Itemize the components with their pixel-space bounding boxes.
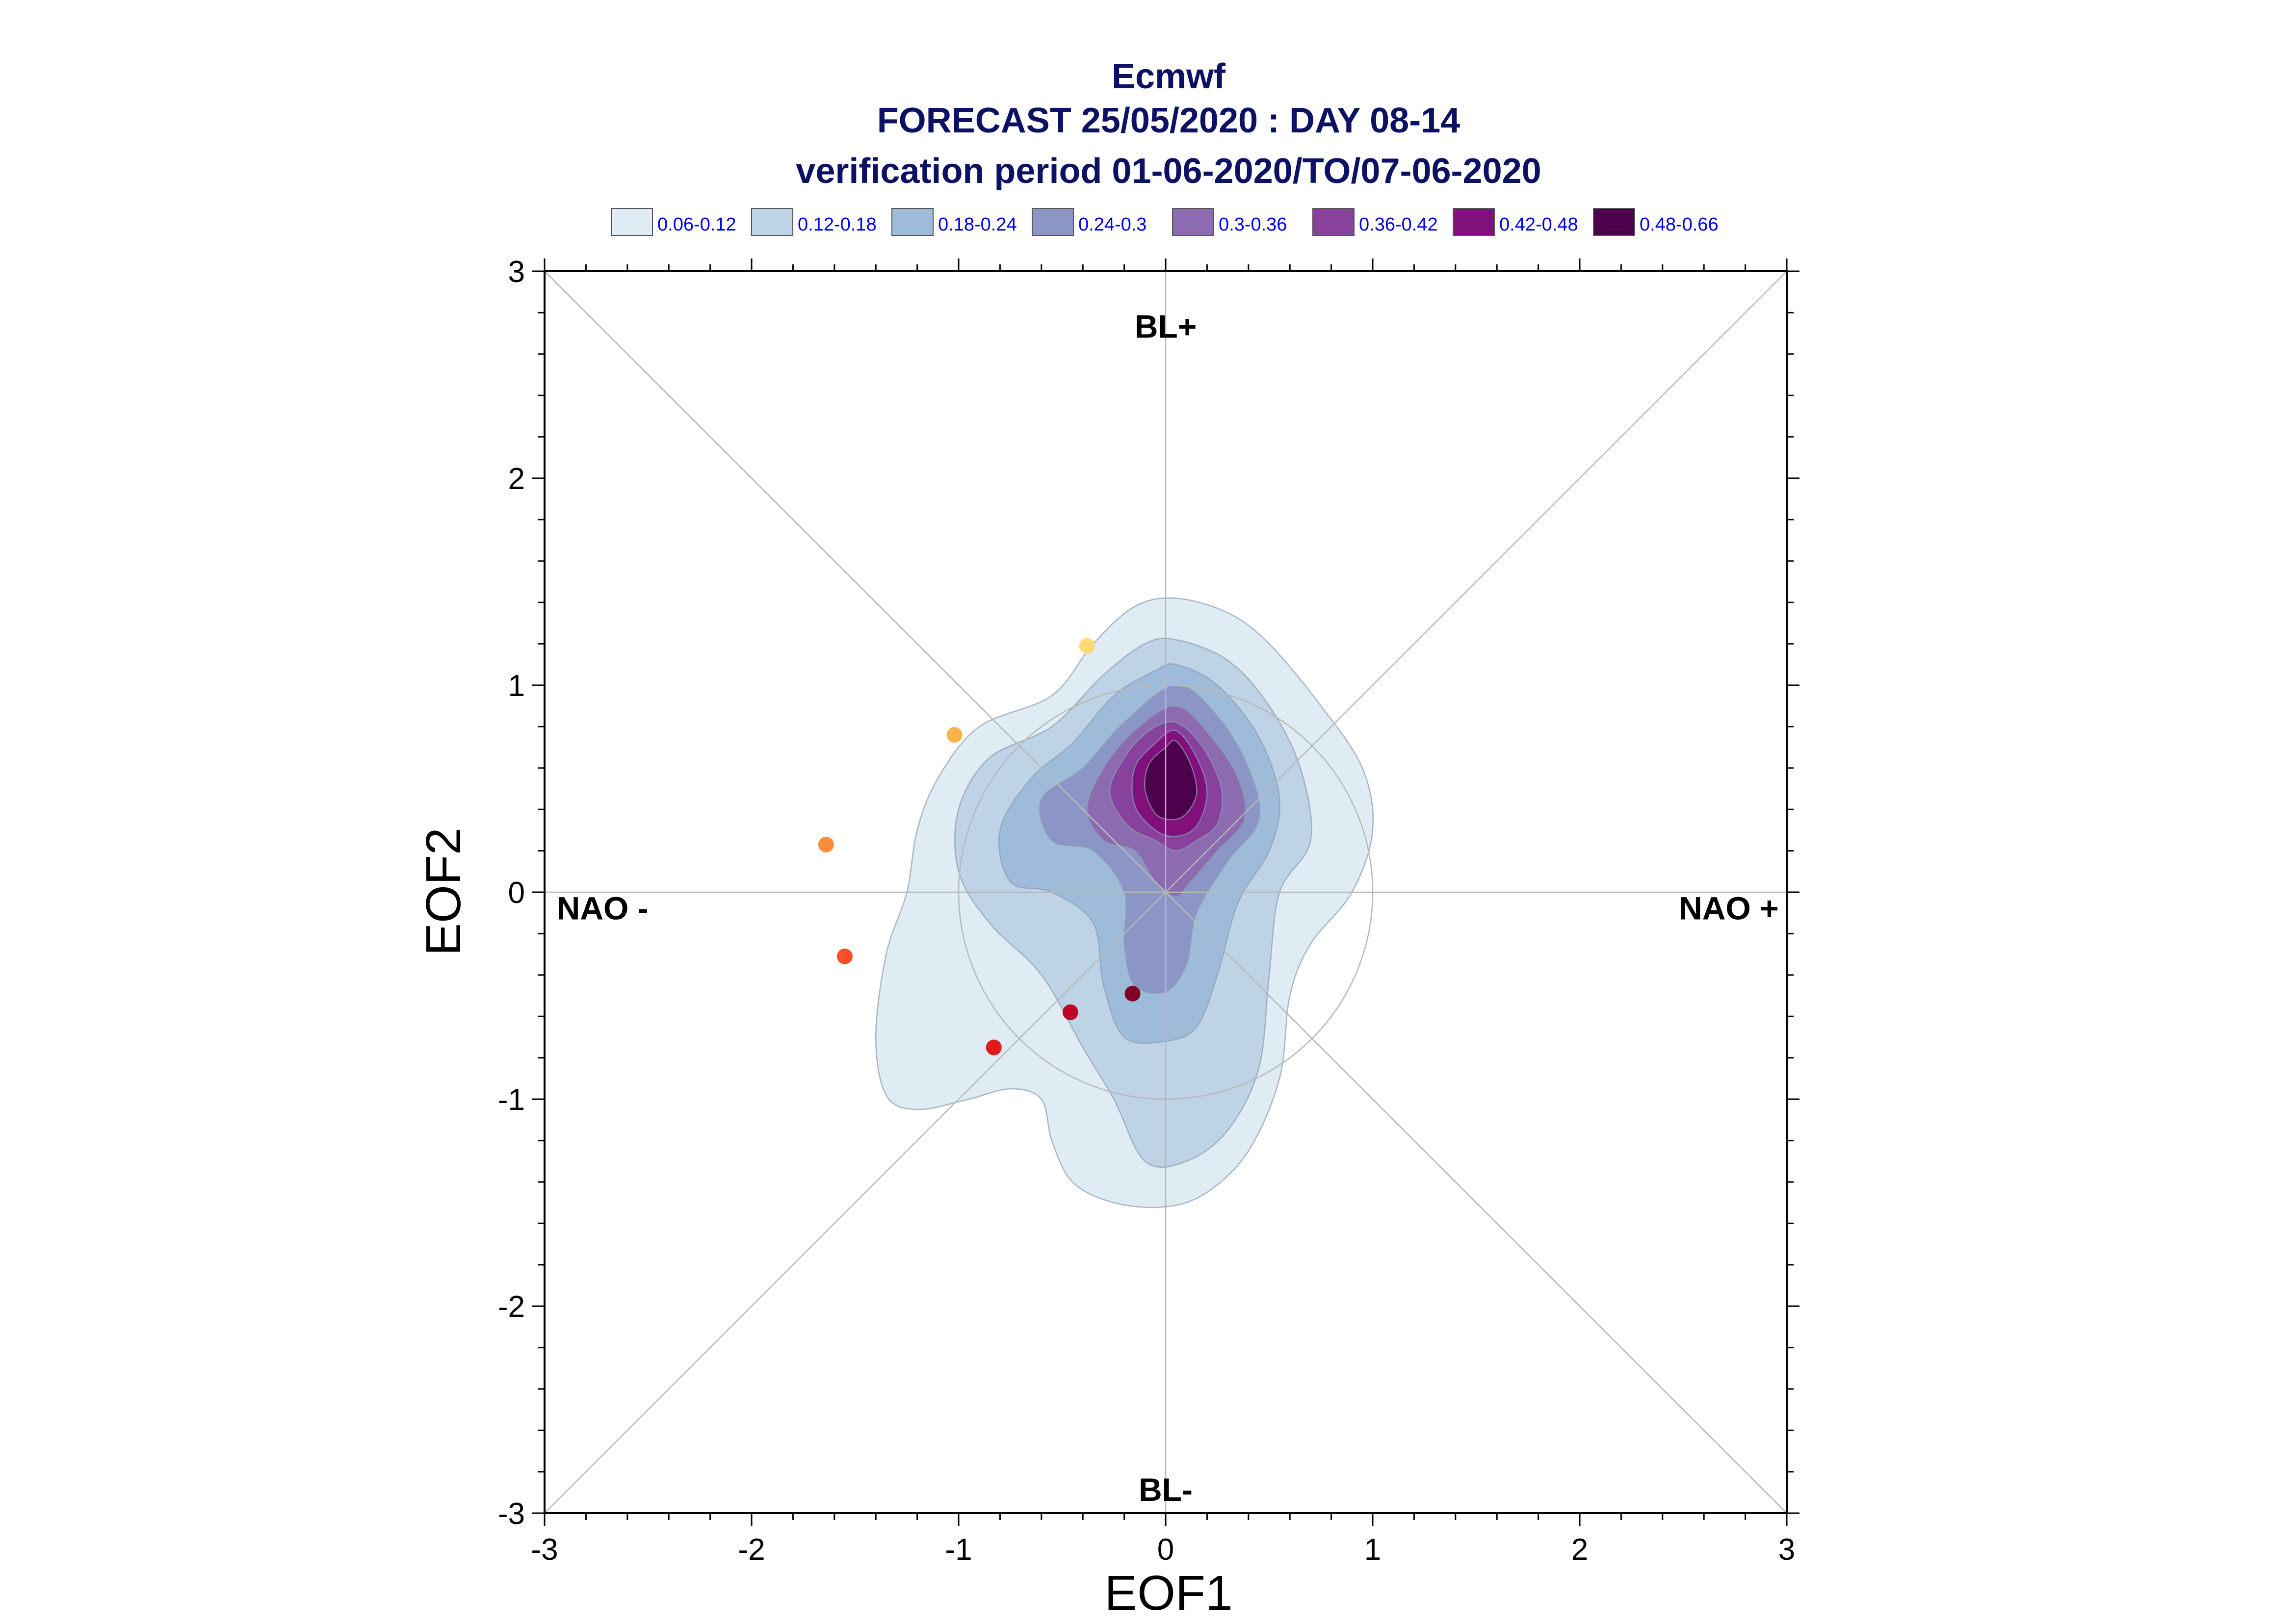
legend-label: 0.12-0.18 [798, 214, 877, 235]
legend-swatch [1453, 208, 1495, 236]
legend: 0.06-0.12 0.12-0.18 0.18-0.24 0.24-0.3 0.3-0… [611, 208, 1719, 236]
data-point [818, 836, 834, 852]
data-point [836, 948, 853, 964]
x-axis-label: EOF1 [1104, 1566, 1232, 1621]
x-tick-label: -3 [531, 1533, 558, 1567]
legend-label: 0.3-0.36 [1219, 214, 1287, 235]
legend-label: 0.24-0.3 [1078, 214, 1147, 235]
legend-swatch [1312, 208, 1355, 236]
chart-subtitle-2: verification period 01-06-2020/TO/07-06-… [796, 152, 1541, 191]
y-tick-label: -1 [498, 1083, 525, 1117]
chart-title: Ecmwf [1112, 57, 1226, 96]
legend-label: 0.48-0.66 [1640, 214, 1719, 235]
legend-swatch [1593, 208, 1635, 236]
x-tick-label: 0 [1157, 1533, 1174, 1567]
x-tick-label: 3 [1778, 1533, 1795, 1567]
x-tick-label: -2 [738, 1533, 765, 1567]
axes: -3 -2 -1 0 1 2 3 -3 -2 -1 0 1 2 3 [498, 255, 1799, 1567]
data-point [1124, 985, 1141, 1002]
data-point [986, 1039, 1002, 1056]
density-contour [1144, 740, 1198, 821]
y-tick-label: 3 [508, 255, 525, 289]
legend-swatch [751, 208, 793, 236]
y-tick-label: 2 [508, 462, 525, 496]
y-tick-label: -2 [498, 1290, 525, 1324]
regime-label: NAO + [1679, 890, 1779, 926]
guide-lines [544, 271, 1787, 1514]
y-tick-label: 0 [508, 876, 525, 910]
regime-label: BL- [1139, 1471, 1193, 1508]
plot-area: BL+ BL- NAO - NAO + -3 -2 -1 0 1 2 3 -3 -2 -1 0 1 2 3 [498, 255, 1799, 1567]
legend-label: 0.42-0.48 [1499, 214, 1578, 235]
legend-label: 0.18-0.24 [938, 214, 1017, 235]
x-tick-label: -1 [945, 1533, 972, 1567]
regime-label: BL+ [1135, 309, 1197, 345]
data-point [1079, 638, 1095, 654]
legend-swatch [1032, 208, 1074, 236]
legend-swatch [891, 208, 934, 236]
x-tick-label: 2 [1571, 1533, 1588, 1567]
legend-swatch [611, 208, 653, 236]
regime-label: NAO - [557, 890, 649, 926]
y-tick-label: 1 [508, 669, 525, 703]
data-point [1062, 1004, 1078, 1020]
x-tick-label: 1 [1364, 1533, 1381, 1567]
data-point [946, 727, 963, 743]
legend-label: 0.06-0.12 [657, 214, 736, 235]
y-tick-label: -3 [498, 1497, 525, 1531]
scatter-points [818, 638, 1141, 1056]
legend-swatch [1172, 208, 1214, 236]
regime-labels: BL+ BL- NAO - NAO + [557, 309, 1779, 1508]
reference-circle [958, 684, 1374, 1100]
legend-label: 0.36-0.42 [1359, 214, 1438, 235]
chart-subtitle: FORECAST 25/05/2020 : DAY 08-14 [877, 101, 1460, 140]
y-axis-label: EOF2 [416, 827, 471, 955]
